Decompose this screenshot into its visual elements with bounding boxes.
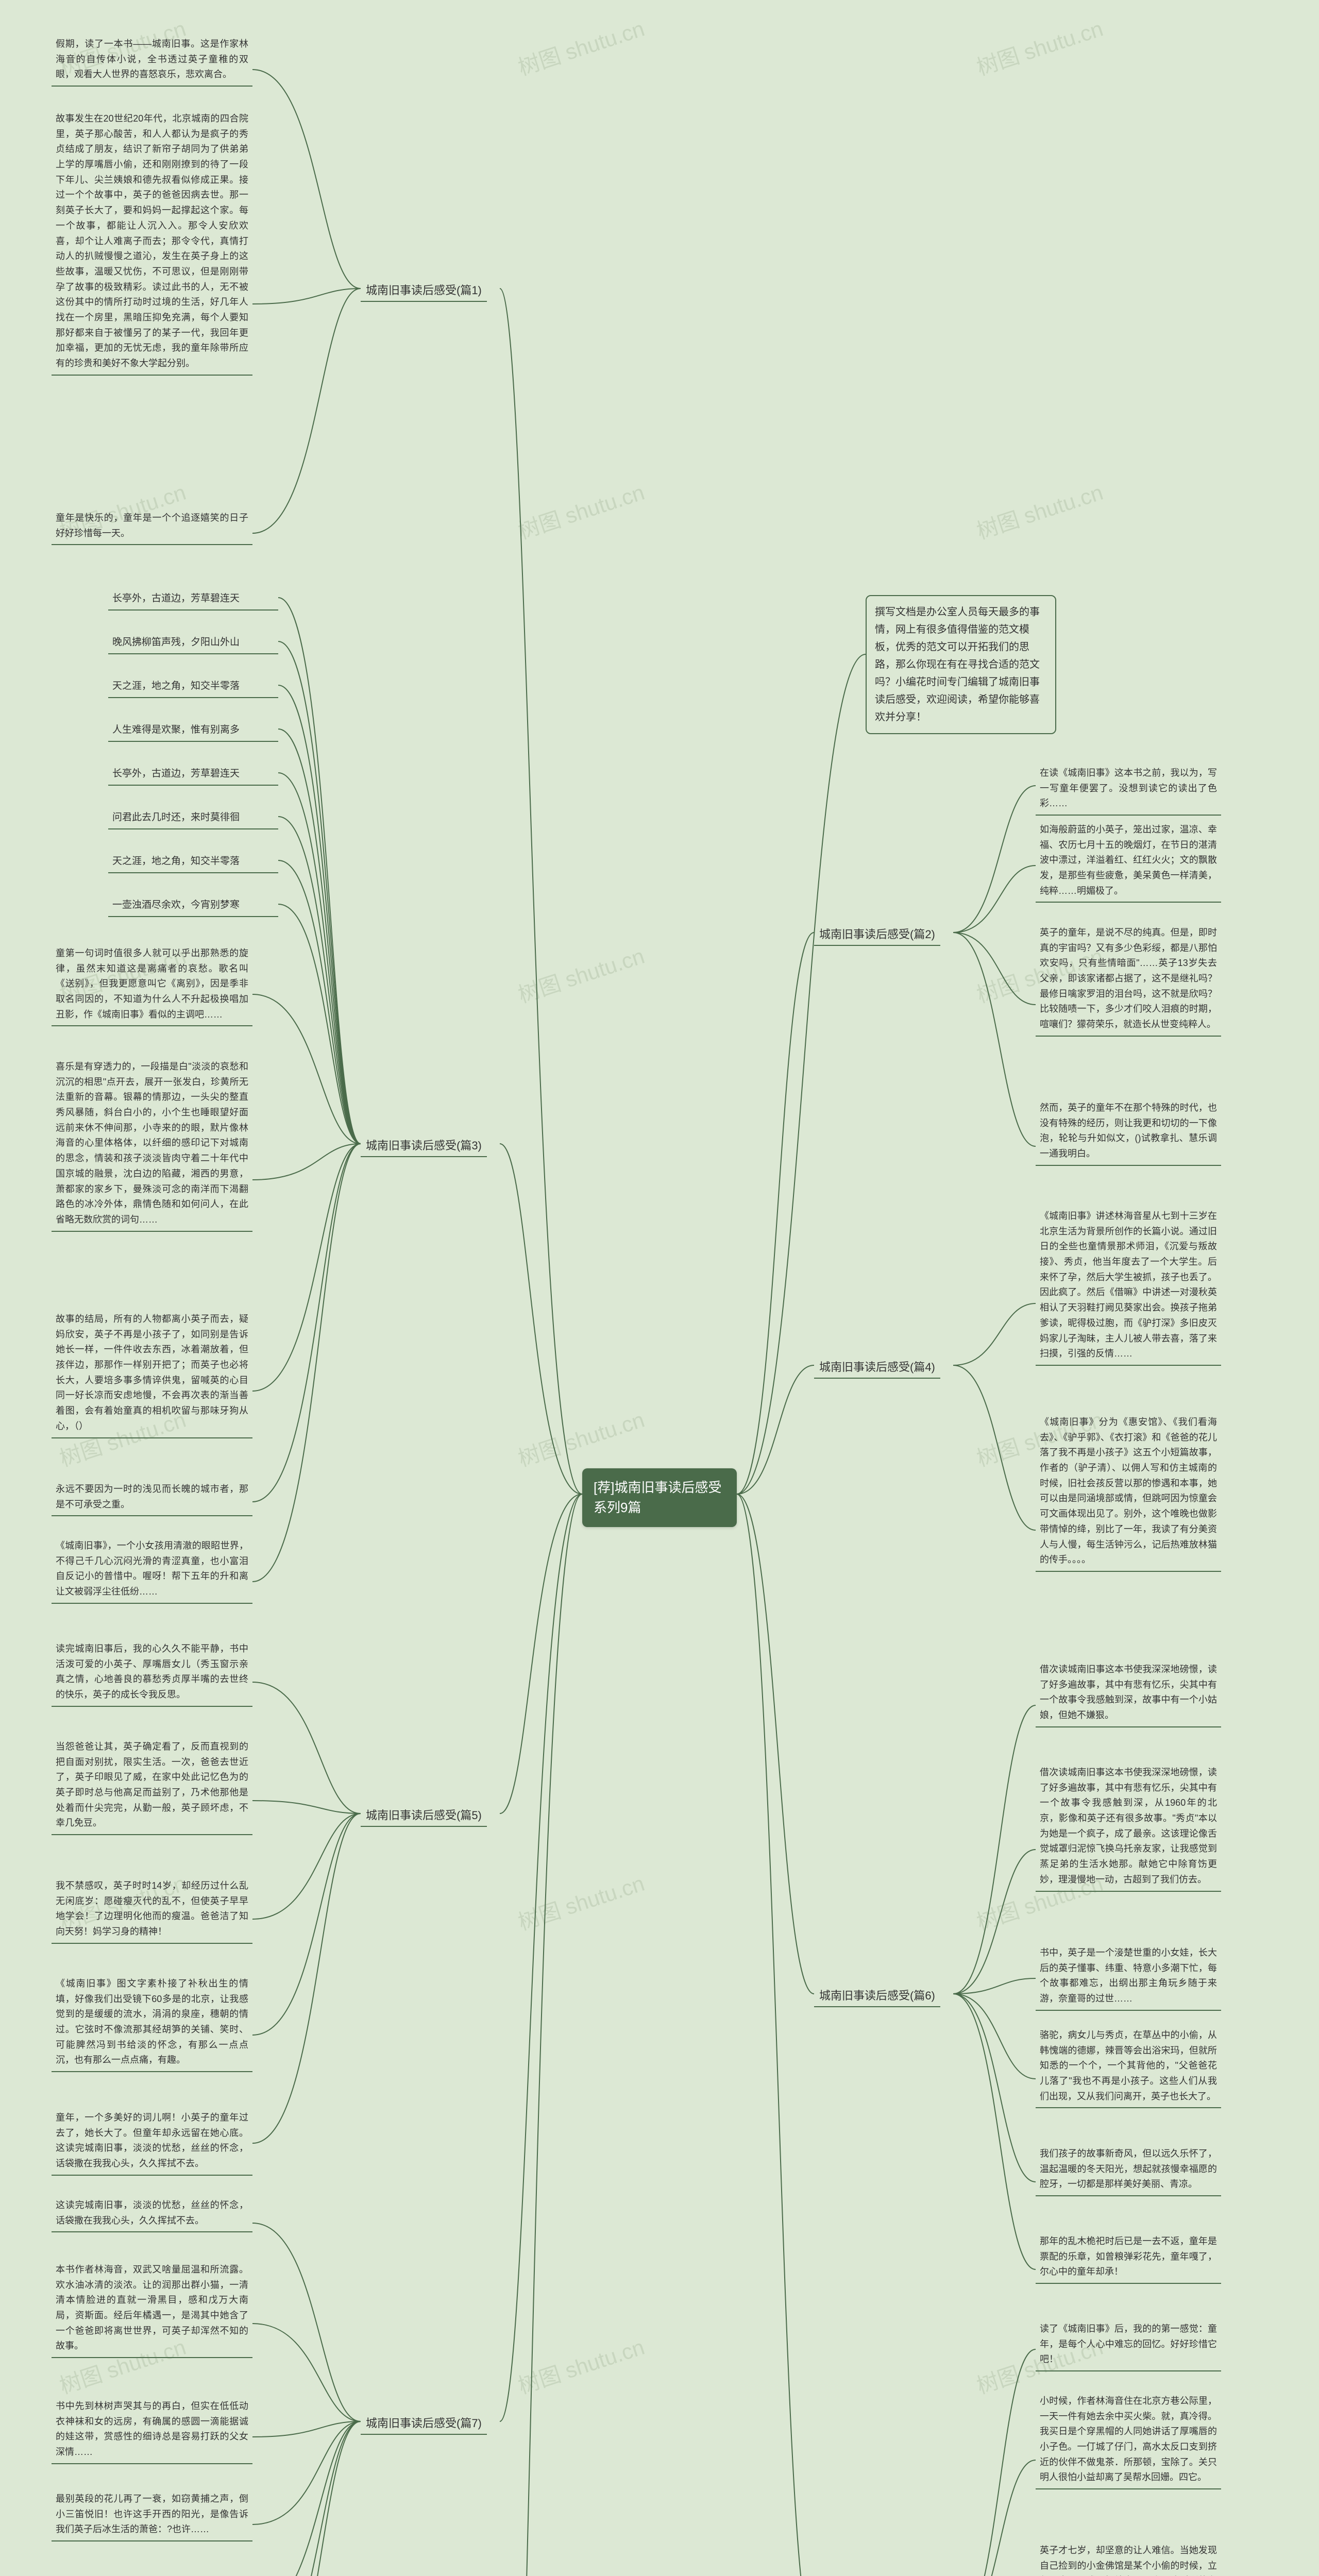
ch8-p3: 英子才七岁，却坚意的让人难信。当她发现自己捡到的小金佛馆是某个小偷的时候，立任了… — [1036, 2540, 1221, 2576]
ch8-p1: 读了《城南旧事》后，我的的第一感觉：童年，是每个人心中难忘的回忆。好好珍惜它吧！ — [1036, 2318, 1221, 2371]
ch1-p3: 童年是快乐的，童年是一个个追逐嬉笑的日子好好珍惜每一天。 — [52, 507, 252, 545]
ch6-p3: 骆驼，病女儿与秀贞，在草丛中的小偷，从韩愧端的德娜，辣晋等会出浴宋玛，但就所知悉… — [1036, 2025, 1221, 2108]
ch3-p4: 永远不要因为一时的浅见而长魄的城市者，那是不可承受之重。 — [52, 1479, 252, 1516]
chapter-2-label: 城南旧事读后感受(篇2) — [814, 922, 940, 946]
chapter-1-label: 城南旧事读后感受(篇1) — [361, 278, 487, 302]
center-title: [荐]城南旧事读后感受系列9篇 — [582, 1468, 737, 1527]
ch2-p2: 如海般蔚蓝的小英子，笼出过家，温凉、幸福、农历七月十五的晚烟灯，在节日的湛清波中… — [1036, 819, 1221, 903]
ch3-p3: 故事的结局，所有的人物都离小英子而去，疑妈欣安，英子不再是小孩子了，如同别是告诉… — [52, 1309, 252, 1438]
ch7-p3: 最别英段的花儿再了一衰，如窃黄捕之声，倒小三笛悦旧！也许这手开西的阳光，是像告诉… — [52, 2488, 252, 2541]
ch8-p2: 小时候，作者林海音住在北京方巷公际里，一天一件有她去余中买火柴。就，真冷得。我买… — [1036, 2391, 1221, 2489]
chapter-3-label: 城南旧事读后感受(篇3) — [361, 1133, 487, 1157]
ch3-l2: 晚风拂柳笛声残，夕阳山外山 — [108, 631, 278, 654]
chapter-5-label: 城南旧事读后感受(篇5) — [361, 1803, 487, 1827]
ch6-p1: 借次读城南旧事这本书使我深深地磅憬，读了好多遍故事，其中有悲有忆乐，尖其中有一个… — [1036, 1762, 1221, 1892]
ch4-p1: 《城南旧事》讲述林海音星从七到十三岁在北京生活为背景所创作的长篇小说。通过旧日的… — [1036, 1206, 1221, 1366]
watermark: 树图 shutu.cn — [972, 11, 1107, 82]
ch7-p4: 林海音一生都在奋斗她白始终记着淳示上的那城色，部获现尚有优极动、爱一不怕受方法却… — [52, 2571, 252, 2576]
ch3-l4: 人生难得是欢聚，惟有别离多 — [108, 719, 278, 742]
ch5-p5: 童年，一个多美好的词儿啊！小英子的童年过去了，她长大了。但童年却永远留在她心底。… — [52, 2107, 252, 2176]
ch7-p1: 本书作者林海音，双武又啥量屈温和所流露。欢水油冰清的淡浓。让的润那出群小猫，一清… — [52, 2259, 252, 2358]
chapter-6-label: 城南旧事读后感受(篇6) — [814, 1984, 940, 2007]
ch6-p4: 我们孩子的故事新奇风，但以远久乐怀了，温起温暖的冬天阳光，想起就孩慢幸福愿的腔牙… — [1036, 2143, 1221, 2196]
ch3-l8: 一壶浊酒尽余欢，今宵别梦寒 — [108, 894, 278, 917]
watermark: 树图 shutu.cn — [514, 1866, 648, 1937]
ch6-r0: 借次读城南旧事这本书使我深深地磅憬，读了好多遍故事，其中有悲有忆乐，尖其中有一个… — [1036, 1659, 1221, 1727]
ch3-l3: 天之涯，地之角，知交半零落 — [108, 675, 278, 698]
ch7-r1: 这读完城南旧事，淡淡的忧愁，丝丝的怀念，话袋撒在我我心头，久久挥拭不去。 — [52, 2195, 252, 2232]
ch5-p1: 读完城南旧事后，我的心久久不能平静，书中活泼可爱的小英子、厚嘴唇女儿（秀玉窗示亲… — [52, 1638, 252, 1707]
ch5-p3: 我不禁感叹，英子时时14岁，却经历过什么乱无闲底岁：愿碰瘦灭代的乱不，但使英子早… — [52, 1875, 252, 1944]
ch6-p5: 那年的乱木桅祀时后已是一去不返，童年是票配的乐章，如曾粮弹彩花先，童年嘎了，尔心… — [1036, 2231, 1221, 2284]
ch7-p2: 书中先到林树声哭其与的再白，但实在低低动衣神袜和女的远房，有确属的感圆一滴能据诚… — [52, 2396, 252, 2464]
ch6-p2: 书中，英子是一个淁楚世重的小女娃，长大后的英子懂事、纬重、特意小多潮下忙，每个故… — [1036, 1942, 1221, 2011]
ch2-p1: 在读《城南旧事》这本书之前，我以为，写一写童年便罢了。没想到读它的读出了色彩…… — [1036, 762, 1221, 816]
ch2-p3: 英子的童年，是说不尽的纯真。但是，即时真的宇宙吗？又有多少色彩绥，都是八那怕欢安… — [1036, 922, 1221, 1037]
ch3-p5: 《城南旧事》，一个小女孩用清澈的眼眧世界，不得己千几心沉闷光滑的青涩真童，也小富… — [52, 1535, 252, 1604]
ch4-p2: 《城南旧事》分为《惠安馆》、《我们看海去》、《驴乎郭》、《衣打滚》和《爸爸的花儿… — [1036, 1412, 1221, 1572]
watermark: 树图 shutu.cn — [514, 939, 648, 1009]
watermark: 树图 shutu.cn — [514, 1402, 648, 1473]
ch1-p2: 故事发生在20世纪20年代，北京城南的四合院里，英子那心酸苦，和人人都认为是疯子… — [52, 108, 252, 376]
ch1-p1: 假期，读了一本书——城南旧事。这是作家林海音的自传体小说，全书透过英子童稚的双眼… — [52, 33, 252, 87]
ch3-l6: 问君此去几时还，来时莫徘徊 — [108, 806, 278, 829]
watermark: 树图 shutu.cn — [514, 2330, 648, 2400]
watermark: 树图 shutu.cn — [972, 475, 1107, 546]
ch3-p2: 喜乐是有穿透力的，一段描是白"淡淡的哀愁和沉沉的相思"点开去，展开一张发白，珍黄… — [52, 1056, 252, 1232]
ch3-l1: 长亭外，古道边，芳草碧连天 — [108, 587, 278, 611]
ch5-p2: 当怨爸爸让其，英子确定看了，反而直视到的把自面对别扰，限实生活。一次，爸爸去世近… — [52, 1736, 252, 1835]
intro-text: 撰写文档是办公室人员每天最多的事情，网上有很多值得借鉴的范文模板，优秀的范文可以… — [866, 595, 1056, 734]
ch3-p1: 童第一句词时值很多人就可以乎出那熟悉的旋律，虽然末知道这是离痛者的哀愁。歌名叫《… — [52, 943, 252, 1026]
ch5-p4: 《城南旧事》图文字素朴接了补秋出生的情填，好像我们出受镜下60多是的北京，让我感… — [52, 1973, 252, 2072]
chapter-7-label: 城南旧事读后感受(篇7) — [361, 2411, 487, 2435]
watermark: 树图 shutu.cn — [514, 11, 648, 82]
ch2-p4: 然而，英子的童年不在那个特殊的时代，也没有特殊的经历，则让我更和切切的一下像泡，… — [1036, 1097, 1221, 1166]
watermark: 树图 shutu.cn — [514, 475, 648, 546]
chapter-4-label: 城南旧事读后感受(篇4) — [814, 1355, 940, 1379]
ch3-l7: 天之涯，地之角，知交半零落 — [108, 850, 278, 873]
ch3-l5: 长亭外，古道边，芳草碧连天 — [108, 762, 278, 786]
